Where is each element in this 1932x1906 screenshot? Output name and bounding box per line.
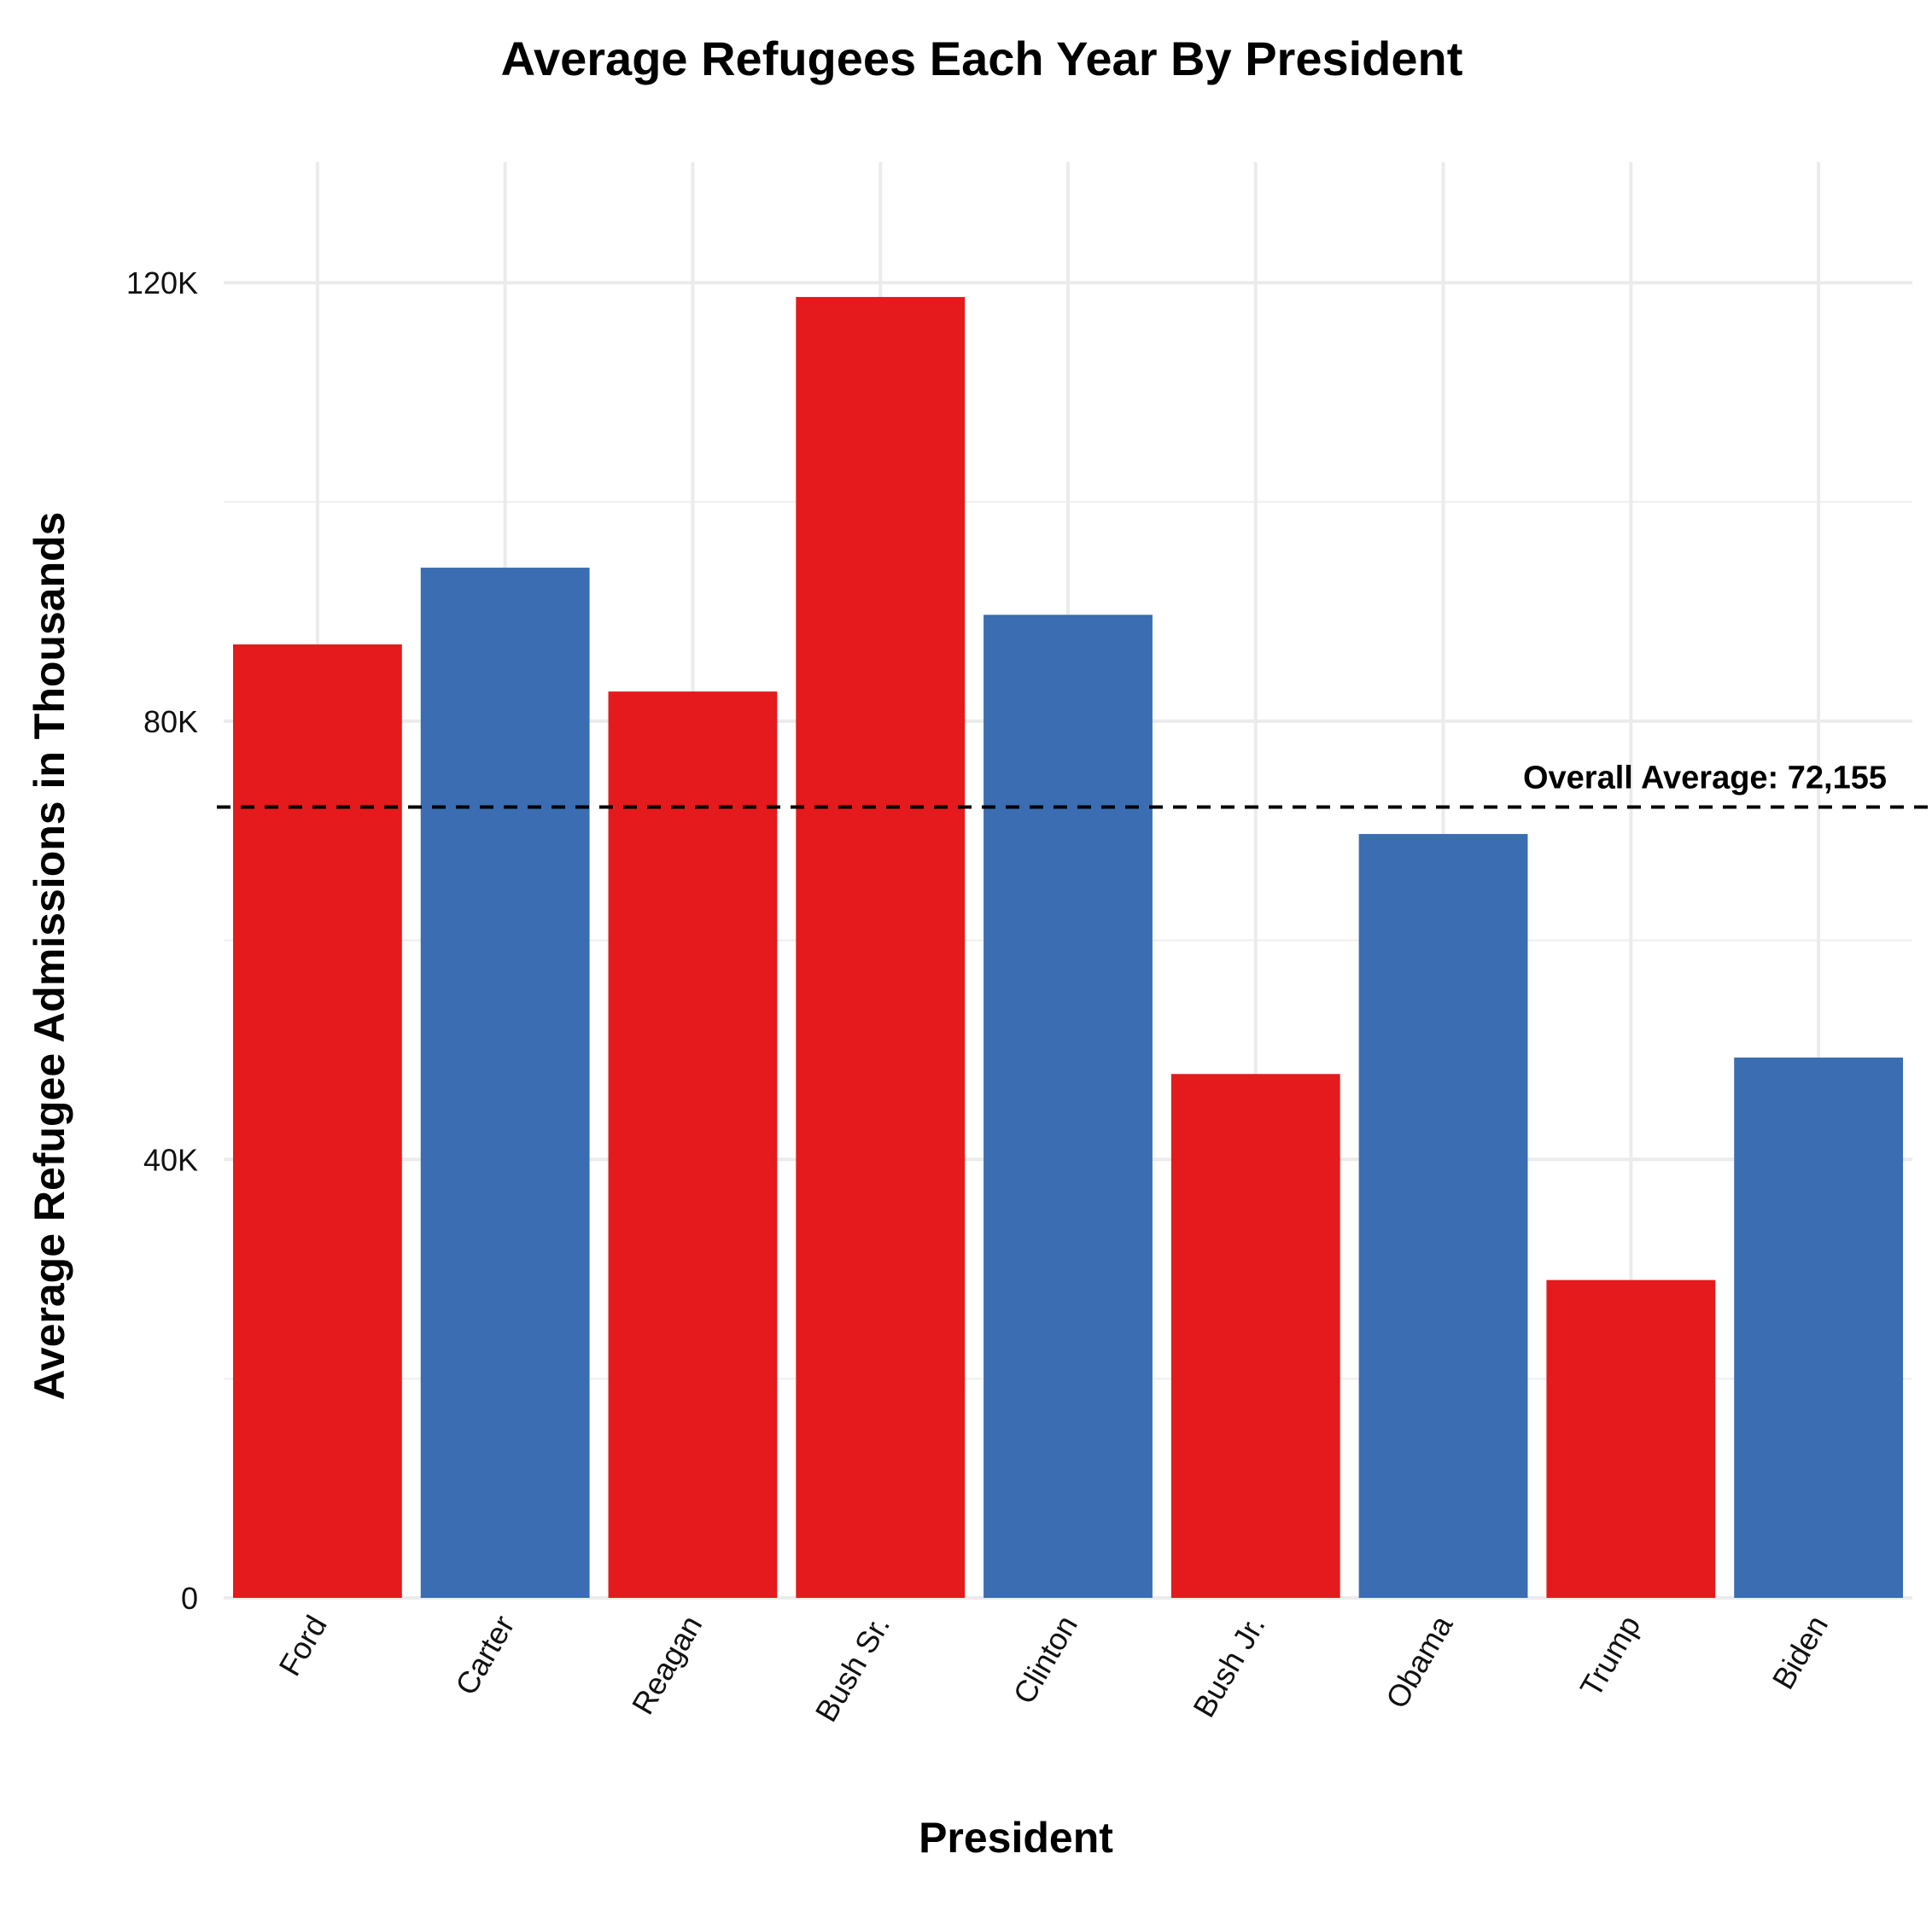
x-tick-label: Bush Jr. [1186, 1610, 1272, 1723]
x-tick-label: Obama [1379, 1609, 1460, 1715]
x-axis-title: President [919, 1814, 1113, 1862]
reference-line-group: Overall Average: 72,155 [217, 761, 1929, 809]
bar-biden [1734, 1058, 1904, 1598]
bar-trump [1546, 1279, 1716, 1598]
chart-title: Average Refugees Each Year By President [501, 32, 1463, 85]
y-tick-label: 80K [143, 704, 198, 739]
bar-obama [1358, 834, 1528, 1598]
bars [232, 296, 1904, 1599]
bar-carter [420, 568, 590, 1598]
bar-clinton [984, 615, 1153, 1598]
x-tick-label: Carter [448, 1610, 522, 1701]
x-tick-label: Bush Sr. [808, 1610, 897, 1728]
overall-average-label: Overall Average: 72,155 [1523, 761, 1887, 796]
x-axis-ticks: Ford Carter Reagan Bush Sr. Clinton Bush Jr. O… [271, 1609, 1835, 1728]
x-tick-label: Clinton [1006, 1610, 1084, 1711]
x-tick-label: Reagan [625, 1610, 709, 1721]
bar-bush-jr [1170, 1074, 1340, 1598]
y-axis-title: Average Refugee Admissions in Thousands [26, 512, 73, 1401]
y-tick-label: 120K [126, 265, 198, 300]
x-tick-label: Ford [271, 1610, 334, 1682]
x-tick-label: Biden [1765, 1610, 1835, 1695]
y-tick-label: 40K [143, 1142, 198, 1177]
bar-bush-sr [796, 296, 966, 1599]
x-tick-label: Trump [1573, 1610, 1647, 1703]
y-axis-ticks: 0 40K 80K 120K [126, 265, 198, 1616]
y-tick-label: 0 [181, 1581, 198, 1616]
bar-ford [232, 644, 402, 1599]
bar-reagan [608, 691, 778, 1598]
